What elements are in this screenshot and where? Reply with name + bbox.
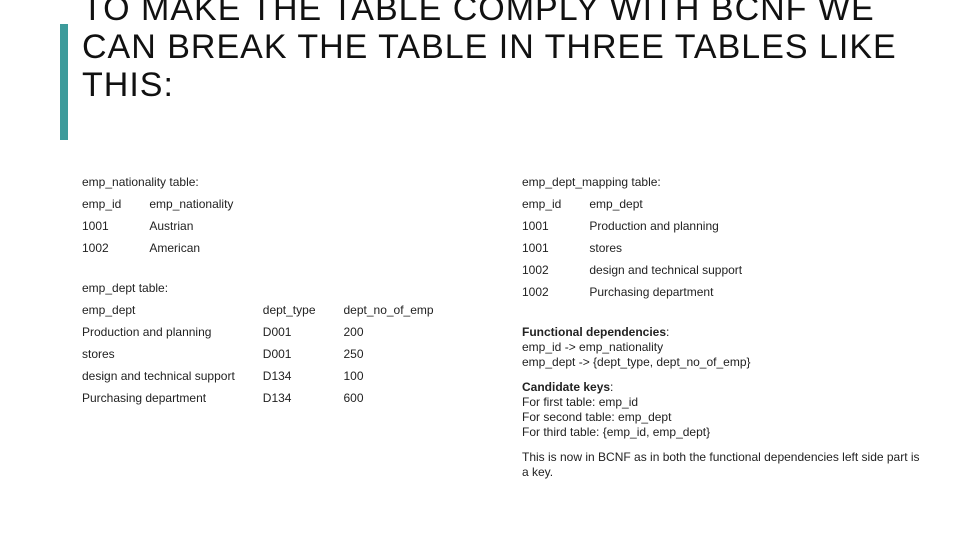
fd-heading: Functional dependencies — [522, 325, 666, 339]
fd-block: Functional dependencies: emp_id -> emp_n… — [522, 325, 922, 370]
cell: 1001 — [522, 237, 589, 259]
fd-line: emp_dept -> {dept_type, dept_no_of_emp} — [522, 355, 751, 369]
content: emp_nationality table: emp_id emp_nation… — [82, 175, 922, 490]
cell: 600 — [344, 387, 462, 409]
table-row: 1002 Purchasing department — [522, 281, 770, 303]
cell: D134 — [263, 387, 344, 409]
cell: 1002 — [522, 259, 589, 281]
cell: American — [149, 237, 261, 259]
ck-line: For first table: emp_id — [522, 395, 638, 409]
cell: Austrian — [149, 215, 261, 237]
cell: stores — [589, 237, 770, 259]
cell: stores — [82, 343, 263, 365]
col-header: dept_no_of_emp — [344, 299, 462, 321]
table-row: 1002 design and technical support — [522, 259, 770, 281]
col-header: emp_dept — [82, 299, 263, 321]
cell: 1002 — [522, 281, 589, 303]
ck-line: For second table: emp_dept — [522, 410, 671, 424]
title-area: TO MAKE THE TABLE COMPLY WITH BCNF WE CA… — [60, 0, 920, 104]
cell: 100 — [344, 365, 462, 387]
final-note: This is now in BCNF as in both the funct… — [522, 450, 922, 480]
table-row: Purchasing department D134 600 — [82, 387, 462, 409]
col-header: dept_type — [263, 299, 344, 321]
notes: Functional dependencies: emp_id -> emp_n… — [522, 325, 922, 480]
cell: Production and planning — [589, 215, 770, 237]
table-row: emp_id emp_dept — [522, 193, 770, 215]
ck-line: For third table: {emp_id, emp_dept} — [522, 425, 710, 439]
cell: 1002 — [82, 237, 149, 259]
table-row: 1002 American — [82, 237, 261, 259]
page-title: TO MAKE THE TABLE COMPLY WITH BCNF WE CA… — [60, 0, 920, 104]
ck-block: Candidate keys: For first table: emp_id … — [522, 380, 922, 440]
table-row: emp_id emp_nationality — [82, 193, 261, 215]
table-row: emp_dept dept_type dept_no_of_emp — [82, 299, 462, 321]
table-row: stores D001 250 — [82, 343, 462, 365]
cell: design and technical support — [82, 365, 263, 387]
cell: Purchasing department — [589, 281, 770, 303]
cell: Production and planning — [82, 321, 263, 343]
cell: 1001 — [82, 215, 149, 237]
table-row: 1001 stores — [522, 237, 770, 259]
col-header: emp_nationality — [149, 193, 261, 215]
table-row: 1001 Austrian — [82, 215, 261, 237]
cell: D001 — [263, 343, 344, 365]
cell: 250 — [344, 343, 462, 365]
dept-table: emp_dept dept_type dept_no_of_emp Produc… — [82, 299, 462, 409]
cell: D134 — [263, 365, 344, 387]
ck-heading: Candidate keys — [522, 380, 610, 394]
col-header: emp_id — [522, 193, 589, 215]
cell: Purchasing department — [82, 387, 263, 409]
cell: 1001 — [522, 215, 589, 237]
left-column: emp_nationality table: emp_id emp_nation… — [82, 175, 462, 490]
table-row: Production and planning D001 200 — [82, 321, 462, 343]
col-header: emp_id — [82, 193, 149, 215]
cell: 200 — [344, 321, 462, 343]
dept-table-label: emp_dept table: — [82, 281, 462, 295]
cell: D001 — [263, 321, 344, 343]
map-table-label: emp_dept_mapping table: — [522, 175, 922, 189]
table-row: design and technical support D134 100 — [82, 365, 462, 387]
nat-table: emp_id emp_nationality 1001 Austrian 100… — [82, 193, 261, 259]
col-header: emp_dept — [589, 193, 770, 215]
cell: design and technical support — [589, 259, 770, 281]
nat-table-label: emp_nationality table: — [82, 175, 462, 189]
map-table: emp_id emp_dept 1001 Production and plan… — [522, 193, 770, 303]
right-column: emp_dept_mapping table: emp_id emp_dept … — [522, 175, 922, 490]
table-row: 1001 Production and planning — [522, 215, 770, 237]
fd-line: emp_id -> emp_nationality — [522, 340, 663, 354]
